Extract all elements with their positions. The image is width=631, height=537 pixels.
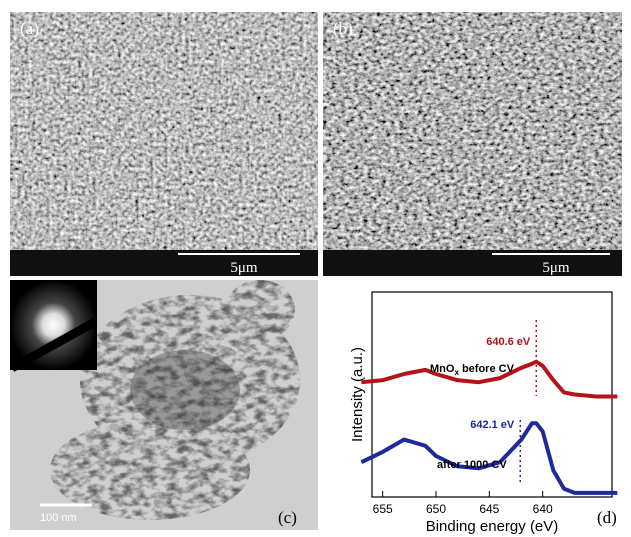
panel-b: 5μm (b) bbox=[323, 12, 622, 276]
panel-d: 655 650 645 640 Binding energy (eV) Intensity… bbox=[349, 292, 617, 535]
x-tick-label: 655 bbox=[373, 502, 393, 516]
scale-text: 100 nm bbox=[40, 512, 77, 524]
peak-label: 642.1 eV bbox=[470, 419, 515, 431]
legend-label: after 1000 CV bbox=[437, 459, 507, 471]
figure: 5μm (a) 5μm (b) 100 nm (c) 655 650 645 640 B… bbox=[0, 0, 631, 537]
legend-text: before CV bbox=[459, 363, 515, 375]
panel-label: (a) bbox=[20, 19, 39, 38]
panel-label: (d) bbox=[597, 508, 617, 527]
legend-text: MnO bbox=[430, 363, 455, 375]
x-tick-label: 640 bbox=[533, 502, 553, 516]
sem-image bbox=[10, 12, 318, 250]
scale-text: 5μm bbox=[542, 260, 570, 276]
x-tick-label: 650 bbox=[426, 502, 446, 516]
sem-image bbox=[323, 12, 622, 250]
peak-label: 640.6 eV bbox=[486, 336, 531, 348]
legend-label: MnOx before CV bbox=[430, 363, 515, 377]
panel-label: (b) bbox=[333, 19, 353, 38]
dense-core bbox=[130, 350, 240, 430]
panel-label: (c) bbox=[278, 508, 297, 527]
scale-text: 5μm bbox=[230, 260, 258, 276]
y-axis-label: Intensity (a.u.) bbox=[349, 347, 366, 442]
panel-c: 100 nm (c) bbox=[10, 280, 318, 530]
x-tick-label: 645 bbox=[479, 502, 499, 516]
x-axis-label: Binding energy (eV) bbox=[426, 518, 559, 535]
panel-a: 5μm (a) bbox=[10, 12, 318, 276]
